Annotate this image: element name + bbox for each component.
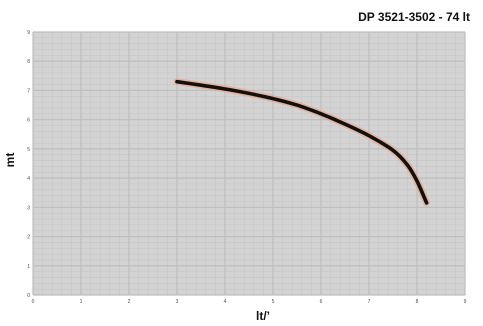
y-tick-label: 1 <box>27 264 30 270</box>
y-tick-label: 4 <box>27 176 30 182</box>
y-tick-label: 8 <box>27 59 30 65</box>
y-tick-label: 3 <box>27 205 30 211</box>
x-tick-label: 7 <box>368 299 371 305</box>
y-tick-label: 0 <box>27 293 30 299</box>
x-tick-label: 5 <box>272 299 275 305</box>
y-tick-label: 5 <box>27 147 30 153</box>
x-axis-title: lt/’ <box>256 309 270 323</box>
x-tick-label: 3 <box>176 299 179 305</box>
x-tick-label: 0 <box>32 299 35 305</box>
x-tick-label: 4 <box>224 299 227 305</box>
series-line <box>175 79 429 205</box>
y-tick-label: 6 <box>27 118 30 124</box>
series-layer <box>173 78 431 207</box>
chart-title: DP 3521-3502 - 74 lt <box>358 10 470 24</box>
y-tick-label: 2 <box>27 235 30 241</box>
x-tick-label: 8 <box>416 299 419 305</box>
y-axis-title: mt <box>3 153 17 168</box>
plot-area <box>33 32 465 295</box>
x-tick-label: 2 <box>128 299 131 305</box>
y-tick-label: 9 <box>27 30 30 36</box>
x-tick-label: 1 <box>80 299 83 305</box>
x-tick-label: 9 <box>464 299 467 305</box>
x-tick-labels: 0 1 2 3 4 5 6 7 8 9 <box>32 299 467 305</box>
y-tick-labels: 0 1 2 3 4 5 6 7 8 9 <box>27 30 30 299</box>
y-tick-label: 7 <box>27 88 30 94</box>
x-tick-label: 6 <box>320 299 323 305</box>
